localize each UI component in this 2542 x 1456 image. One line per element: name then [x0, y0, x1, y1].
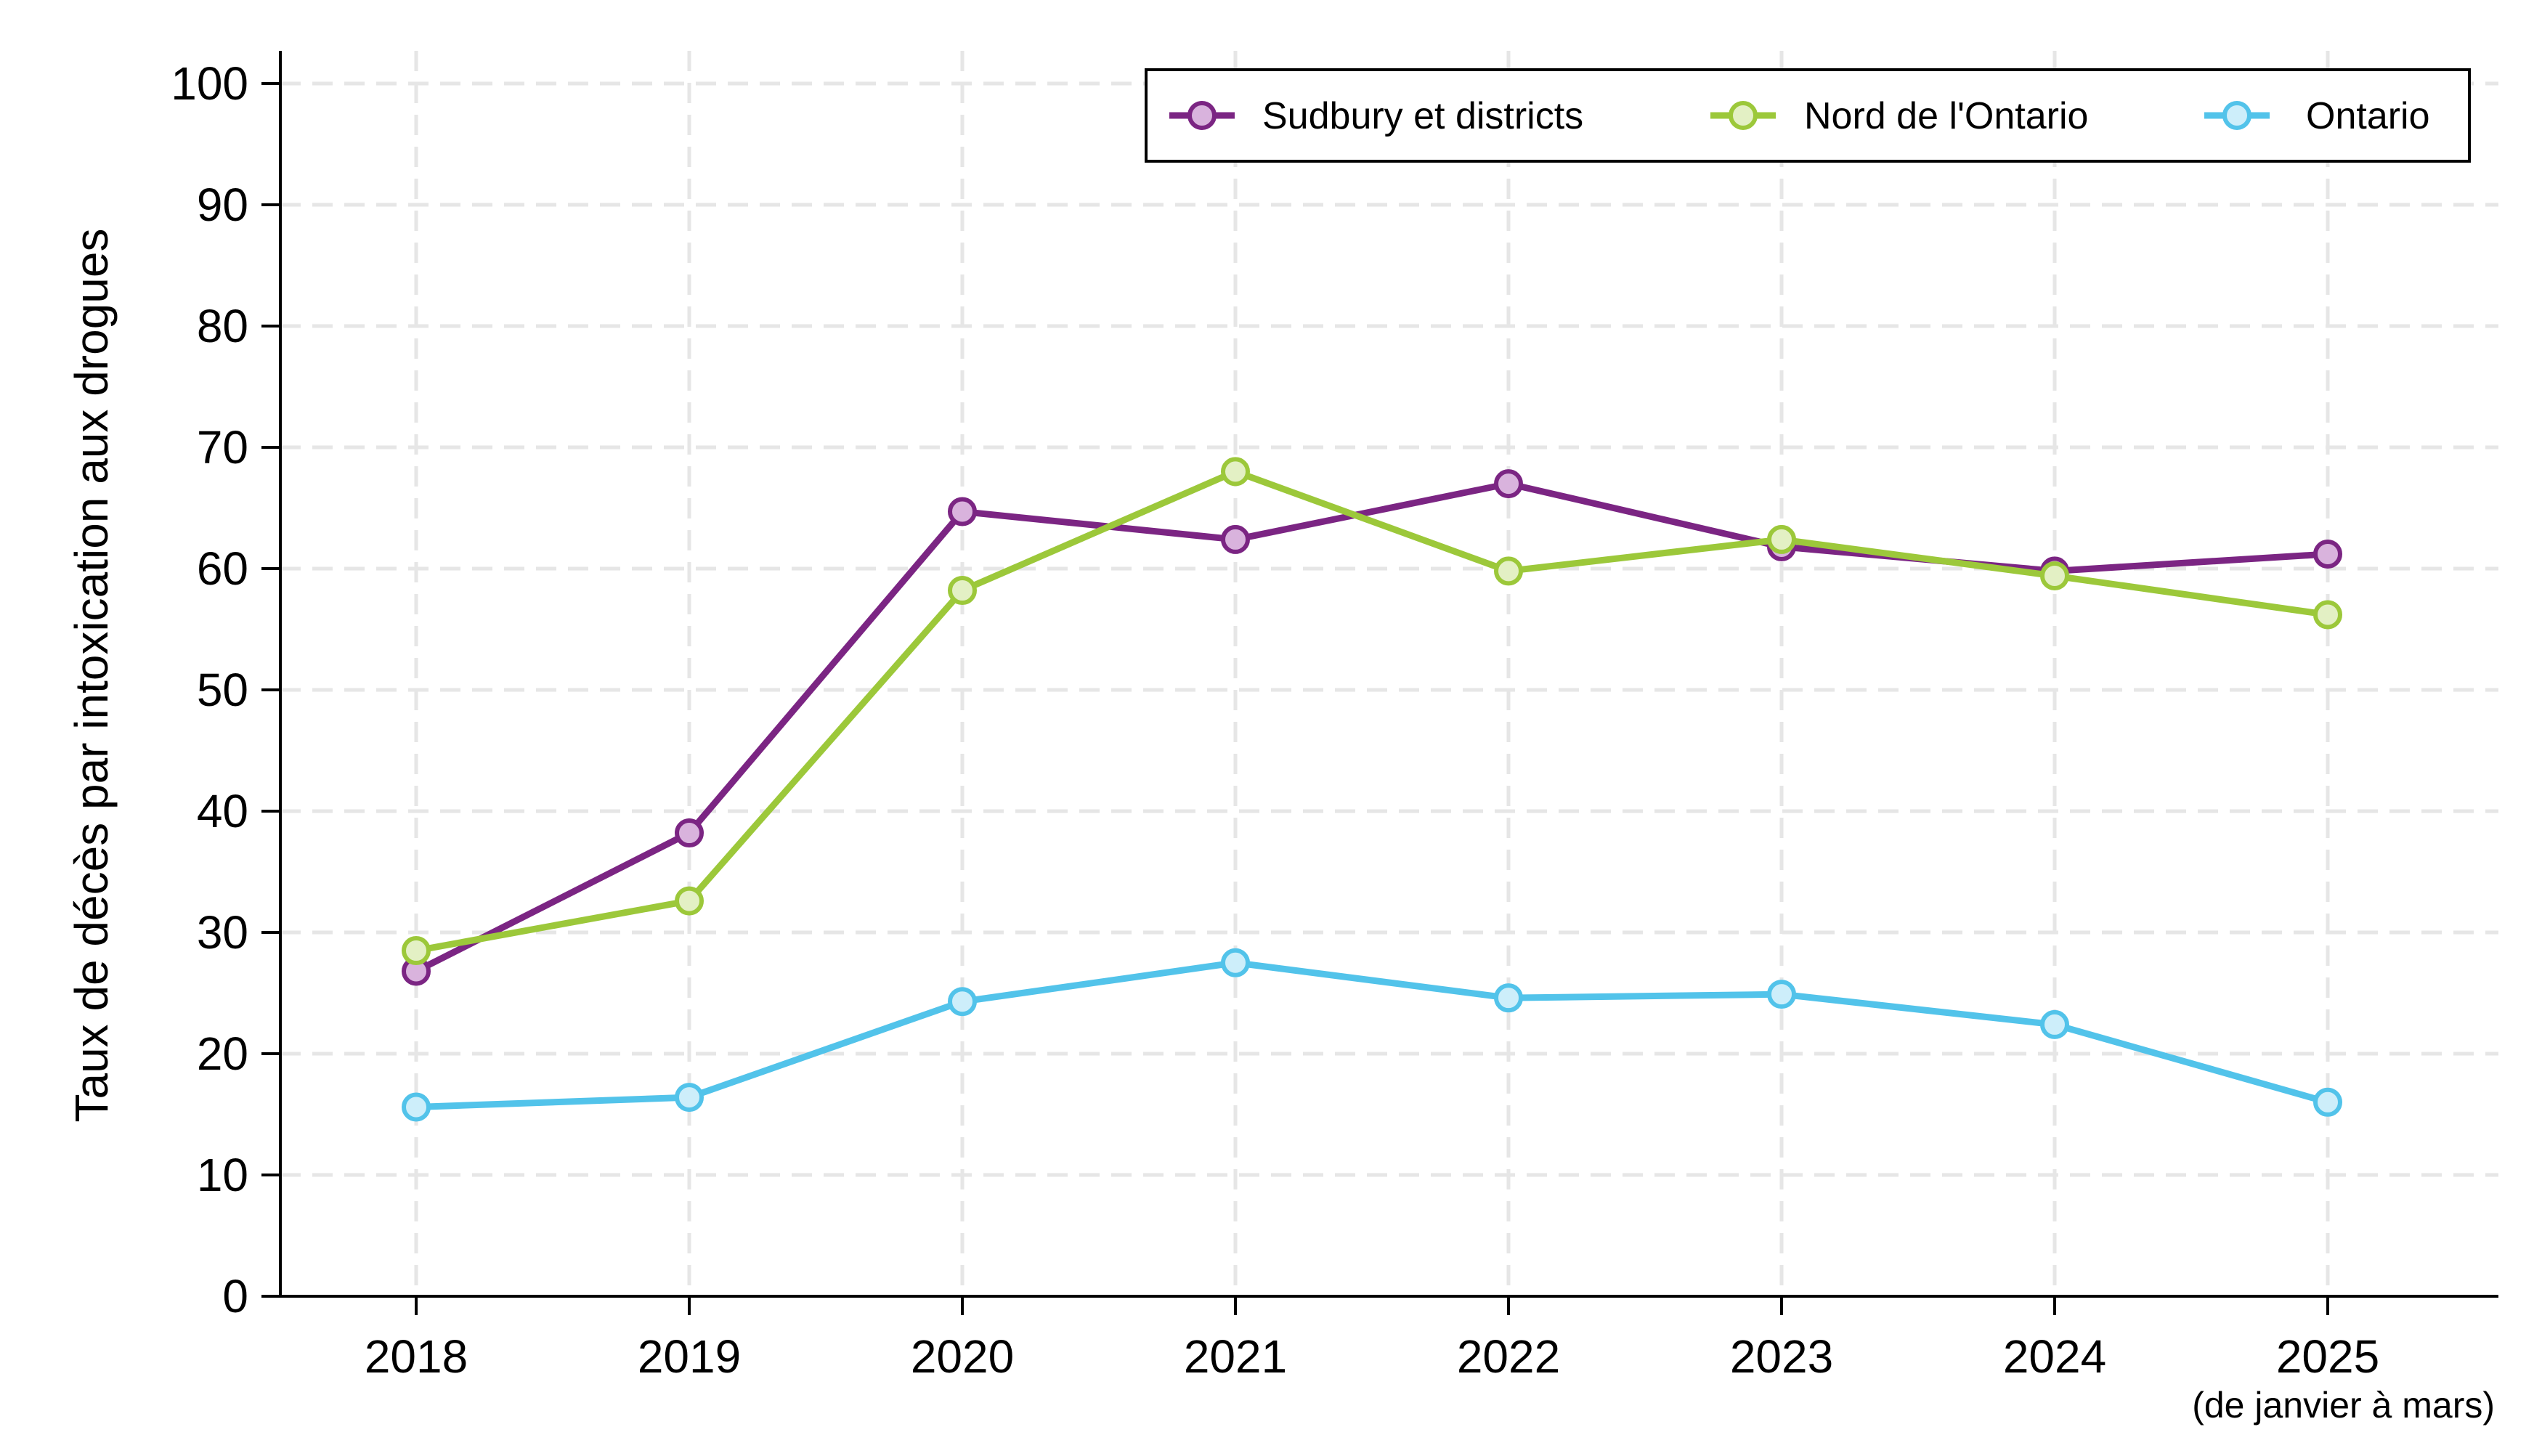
y-tick-label: 0 — [222, 1270, 248, 1322]
y-tick-label: 50 — [197, 664, 248, 716]
legend-swatch-marker — [2222, 101, 2251, 130]
y-tick-label: 80 — [197, 300, 248, 352]
data-point — [948, 497, 977, 526]
legend: Sudbury et districts Nord de l'Ontario Ont… — [1145, 68, 2471, 163]
series-2 — [402, 948, 2342, 1122]
legend-swatch-marker — [1729, 101, 1758, 130]
data-point — [1767, 980, 1796, 1009]
legend-label: Sudbury et districts — [1262, 95, 1583, 137]
x-axis-note: (de janvier à mars) — [2192, 1385, 2495, 1426]
series-group — [402, 457, 2342, 1122]
legend-label: Nord de l'Ontario — [1804, 95, 2088, 137]
data-point — [1767, 524, 1796, 554]
data-point — [1494, 556, 1523, 586]
x-tick-label: 2020 — [911, 1330, 1014, 1383]
series-line — [415, 959, 2329, 1110]
y-tick-label: 90 — [197, 179, 248, 231]
x-tick-label: 2024 — [2003, 1330, 2106, 1383]
series-1 — [402, 457, 2342, 966]
data-point — [2313, 539, 2342, 569]
y-axis-title: Taux de décès par intoxication aux drogu… — [65, 229, 118, 1123]
data-point — [2313, 600, 2342, 630]
data-point — [1221, 524, 1250, 554]
data-point — [675, 886, 704, 916]
legend-label: Ontario — [2306, 95, 2430, 137]
y-tick-label: 20 — [197, 1028, 248, 1080]
y-tick-label: 30 — [197, 906, 248, 959]
data-point — [1494, 469, 1523, 499]
series-line — [415, 468, 2328, 954]
y-tick-label: 60 — [197, 542, 248, 595]
data-point — [402, 1092, 431, 1122]
y-tick-label: 10 — [197, 1149, 248, 1201]
x-tick-label: 2025 — [2276, 1330, 2379, 1383]
y-tick-label: 40 — [197, 785, 248, 837]
y-tick-label: 70 — [197, 421, 248, 473]
x-tick-label: 2018 — [365, 1330, 468, 1383]
data-point — [948, 987, 977, 1017]
data-point — [948, 576, 977, 606]
data-point — [1221, 948, 1250, 977]
x-tick-label: 2021 — [1184, 1330, 1287, 1383]
data-point — [2313, 1087, 2342, 1117]
legend-swatch-marker — [1187, 101, 1217, 130]
axes: 0 10 20 30 40 50 60 70 80 90 100 2018 2019 2020 2021 20… — [65, 51, 2498, 1426]
data-point — [1221, 457, 1250, 487]
data-point — [675, 1083, 704, 1113]
x-tick-label: 2019 — [638, 1330, 741, 1383]
x-tick-label: 2022 — [1457, 1330, 1560, 1383]
data-point — [402, 936, 431, 966]
y-tick-label: 100 — [171, 57, 248, 110]
x-tick-label: 2023 — [1730, 1330, 1833, 1383]
data-point — [1494, 983, 1523, 1013]
data-point — [2040, 1009, 2069, 1039]
data-point — [675, 818, 704, 848]
grid — [280, 51, 2498, 1296]
data-point — [2040, 561, 2069, 591]
